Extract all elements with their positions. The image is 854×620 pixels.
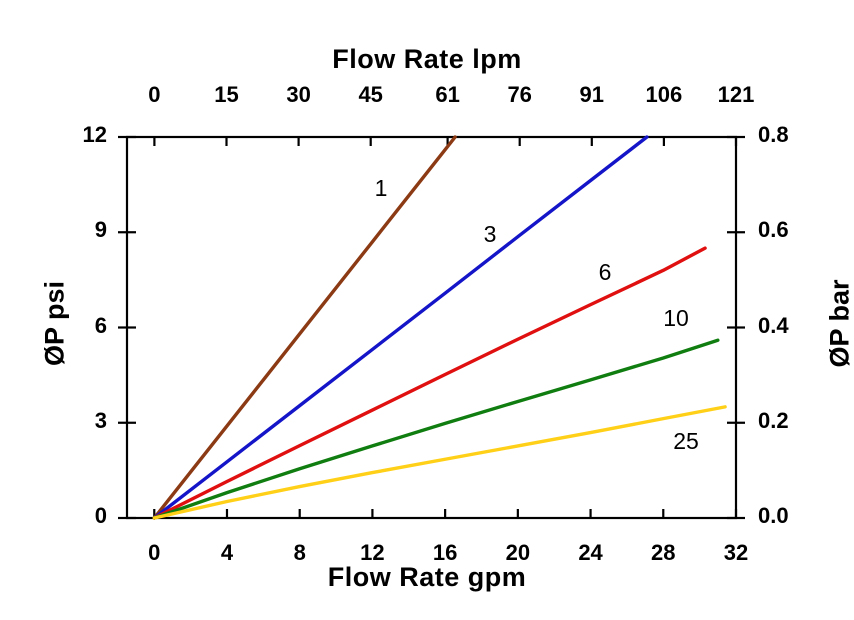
bottom-axis-tick-label: 4 [220,540,234,565]
top-axis-tick-label: 15 [214,82,239,107]
right-axis-tick-label: 0.6 [758,217,789,243]
series-label-6: 6 [598,259,612,285]
series-line-10 [152,338,720,520]
top-axis-tick-label: 91 [579,82,605,107]
right-axis-tick-label: 0.2 [758,407,789,433]
series-label-10: 10 [663,305,689,331]
series-line-3 [152,135,649,520]
top-axis-tick-label: 121 [717,82,755,107]
bottom-axis-tick-label: 8 [293,540,306,565]
series-line-25 [152,405,727,520]
right-axis-tick-label: 0.8 [758,122,789,147]
top-axis-tick-label: 30 [286,82,311,107]
top-axis-title: Flow Rate lpm [332,44,522,74]
left-axis-tick-label: 12 [82,122,107,147]
bottom-axis-tick-label: 24 [578,540,603,565]
top-axis-tick-label: 106 [645,82,683,107]
bottom-axis-tick-label: 20 [505,540,531,565]
bottom-axis-tick-label: 28 [651,540,676,565]
left-axis-tick-label: 6 [94,312,107,338]
series-line-6 [152,246,707,520]
top-axis-tick-label: 61 [435,82,460,107]
top-axis-tick-label: 76 [507,82,532,107]
bottom-axis-tick-label: 0 [148,540,161,565]
series-label-3: 3 [483,221,497,247]
right-axis-tick-label: 0.0 [758,503,789,528]
bottom-axis-tick-label: 16 [432,540,458,565]
top-axis-tick-label: 45 [358,82,383,107]
bottom-axis-tick-label: 12 [360,540,385,565]
series-label-25: 25 [673,428,699,454]
top-axis-tick-label: 0 [148,82,161,107]
bottom-axis-title: Flow Rate gpm [327,562,527,592]
left-axis-tick-label: 0 [94,503,107,528]
series-label-1: 1 [374,175,388,201]
series-line-1 [152,135,457,520]
right-axis-tick-label: 0.4 [758,312,789,338]
left-axis-tick-label: 3 [94,407,107,433]
bottom-axis-tick-label: 32 [723,540,749,565]
left-axis-tick-label: 9 [94,217,107,243]
